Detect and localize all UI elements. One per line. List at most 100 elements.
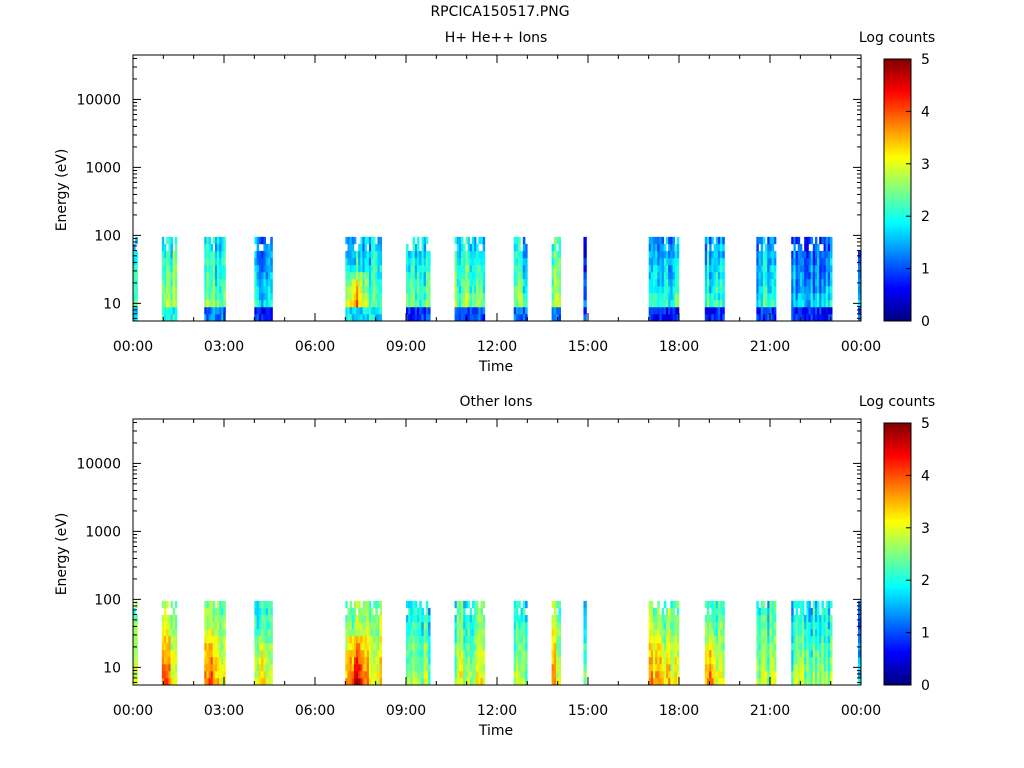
- heatmap-cell: [345, 257, 348, 266]
- heatmap-cell: [379, 292, 383, 301]
- heatmap-cell: [525, 257, 528, 266]
- heatmap-cell: [553, 292, 557, 301]
- heatmap-cell: [356, 621, 359, 630]
- heatmap-cell: [465, 621, 468, 630]
- heatmap-cell: [371, 313, 374, 322]
- heatmap-cell: [706, 628, 710, 637]
- heatmap-cell: [661, 257, 665, 266]
- heatmap-cell: [556, 257, 559, 266]
- heatmap-cell: [762, 257, 766, 266]
- heatmap-cell: [558, 243, 562, 252]
- heatmap-cell: [817, 257, 820, 266]
- heatmap-cell: [513, 278, 517, 287]
- heatmap-cell: [758, 306, 762, 315]
- heatmap-cell: [771, 299, 775, 308]
- heatmap-cell: [258, 299, 262, 308]
- heatmap-cell: [356, 677, 359, 686]
- heatmap-cell: [256, 656, 260, 665]
- heatmap-cell: [208, 299, 211, 308]
- heatmap-cell: [672, 670, 675, 679]
- heatmap-cell: [821, 677, 824, 686]
- heatmap-cell: [653, 306, 656, 315]
- heatmap-cell: [206, 670, 209, 679]
- heatmap-cell: [347, 236, 350, 245]
- heatmap-cell: [356, 264, 359, 273]
- heatmap-cell: [553, 299, 557, 308]
- heatmap-cell: [520, 264, 524, 273]
- heatmap-cell: [258, 614, 262, 623]
- heatmap-cell: [762, 264, 766, 273]
- heatmap-cell: [414, 663, 418, 672]
- heatmap-cell: [515, 621, 519, 630]
- heatmap-cell: [204, 271, 207, 280]
- heatmap-cell: [172, 292, 176, 301]
- x-tick-label: 18:00: [659, 703, 699, 719]
- heatmap-cell: [797, 264, 801, 273]
- heatmap-cell: [767, 292, 770, 301]
- heatmap-cell: [806, 663, 809, 672]
- heatmap-cell: [377, 264, 380, 273]
- heatmap-cell: [219, 250, 222, 259]
- heatmap-cell: [802, 628, 805, 637]
- heatmap-cell: [170, 292, 173, 301]
- heatmap-cell: [414, 614, 418, 623]
- heatmap-cell: [265, 264, 269, 273]
- heatmap-cell: [717, 299, 721, 308]
- heatmap-cell: [214, 607, 218, 616]
- heatmap-cell: [515, 236, 519, 245]
- heatmap-cell: [812, 292, 816, 301]
- heatmap-cell: [793, 649, 796, 658]
- heatmap-cell: [366, 278, 370, 287]
- heatmap-cell: [351, 663, 355, 672]
- heatmap-cell: [756, 670, 759, 679]
- heatmap-cell: [720, 313, 723, 322]
- heatmap-cell: [351, 271, 355, 280]
- heatmap-cell: [458, 285, 462, 294]
- heatmap-cell: [711, 264, 714, 273]
- heatmap-cell: [347, 285, 350, 294]
- heatmap-cell: [711, 292, 714, 301]
- heatmap-cell: [668, 656, 671, 665]
- heatmap-cell: [812, 313, 816, 322]
- heatmap-cell: [458, 628, 462, 637]
- heatmap-cell: [172, 278, 176, 287]
- heatmap-cell: [670, 670, 673, 679]
- heatmap-cell: [553, 278, 557, 287]
- heatmap-cell: [704, 278, 708, 287]
- heatmap-cell: [408, 271, 411, 280]
- heatmap-cell: [666, 250, 669, 259]
- heatmap-cell: [410, 313, 413, 322]
- heatmap-cell: [808, 257, 811, 266]
- heatmap-cell: [773, 299, 777, 308]
- heatmap-cell: [210, 285, 214, 294]
- heatmap-cell: [480, 299, 483, 308]
- heatmap-cell: [214, 306, 218, 315]
- heatmap-cell: [762, 621, 766, 630]
- heatmap-cell: [819, 635, 822, 644]
- heatmap-cell: [659, 285, 662, 294]
- heatmap-cell: [709, 621, 712, 630]
- heatmap-cell: [469, 278, 473, 287]
- heatmap-cell: [819, 264, 822, 273]
- heatmap-cell: [650, 243, 654, 252]
- heatmap-cell: [456, 243, 460, 252]
- heatmap-cell: [458, 257, 462, 266]
- heatmap-cell: [760, 642, 764, 651]
- heatmap-cell: [717, 635, 721, 644]
- heatmap-cell: [166, 663, 169, 672]
- heatmap-cell: [471, 250, 475, 259]
- heatmap-cell: [791, 656, 794, 665]
- heatmap-cell: [513, 257, 517, 266]
- heatmap-cell: [474, 642, 477, 651]
- heatmap-cell: [458, 250, 462, 259]
- heatmap-cell: [410, 607, 413, 616]
- heatmap-cell: [345, 264, 348, 273]
- heatmap-cell: [476, 621, 479, 630]
- heatmap-cell: [657, 642, 660, 651]
- heatmap-cell: [254, 292, 257, 301]
- heatmap-cell: [478, 614, 481, 623]
- heatmap-cell: [674, 285, 678, 294]
- heatmap-cell: [720, 621, 723, 630]
- heatmap-cell: [657, 257, 660, 266]
- heatmap-cell: [408, 628, 411, 637]
